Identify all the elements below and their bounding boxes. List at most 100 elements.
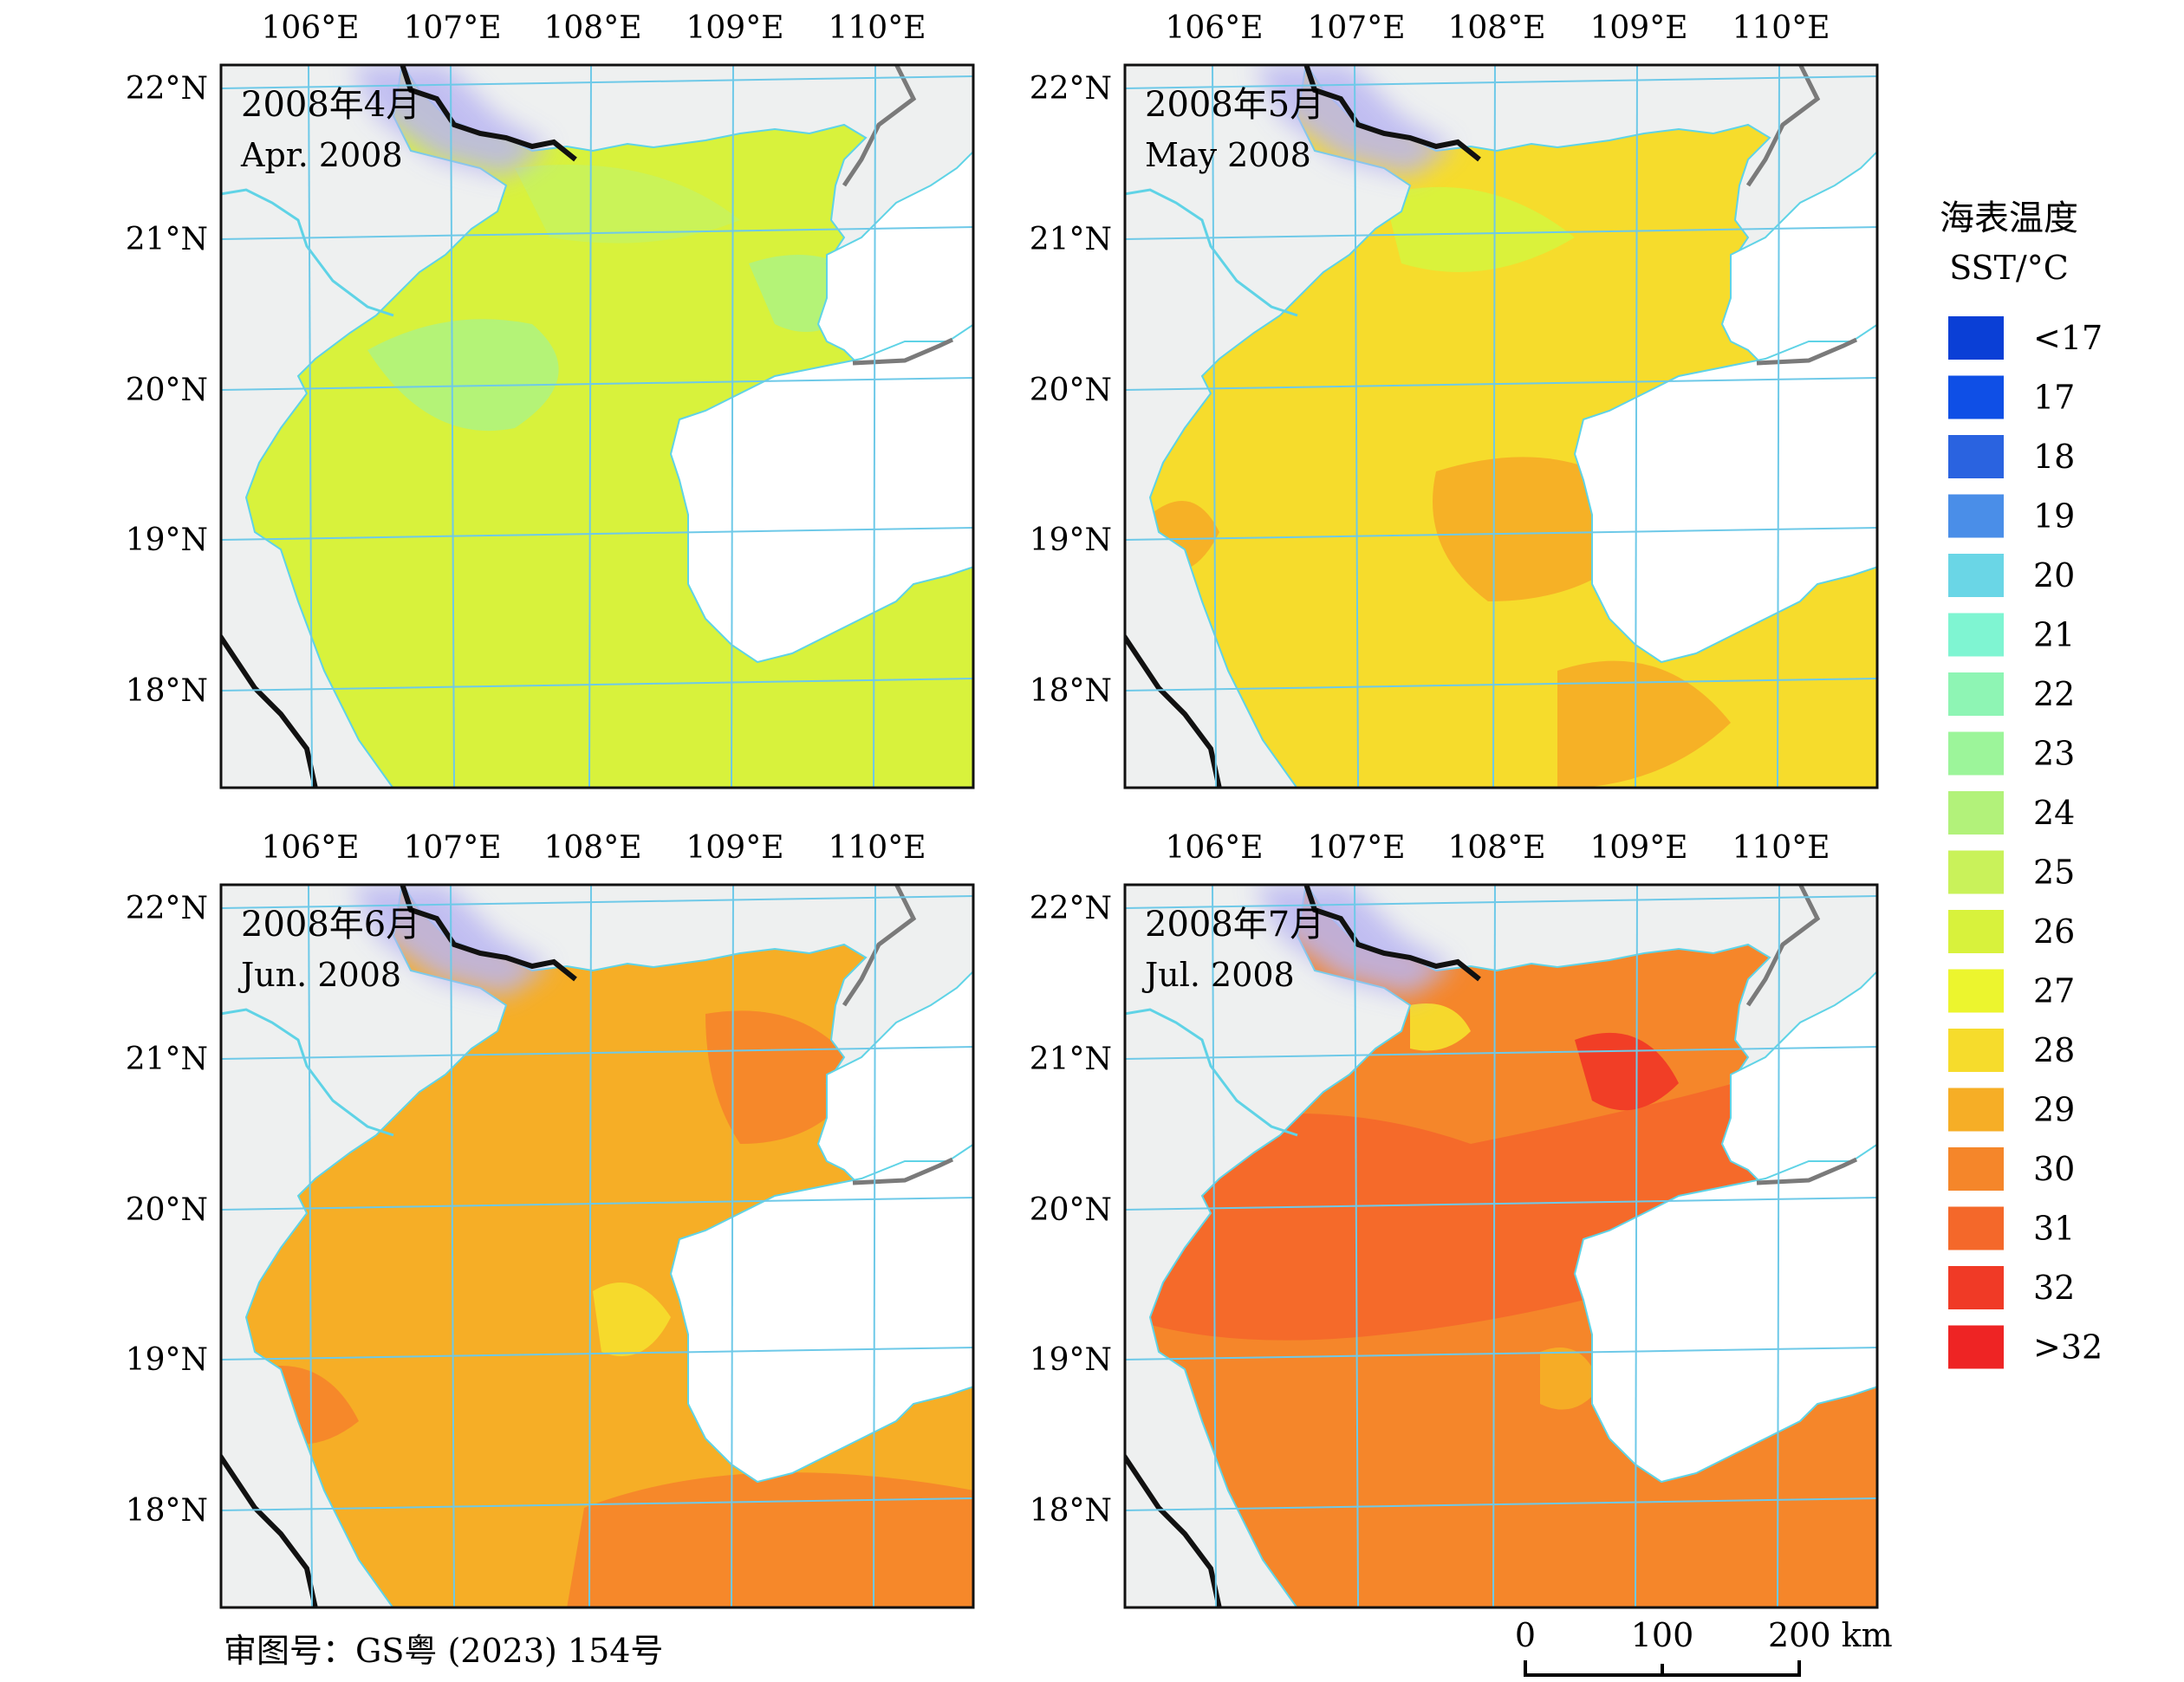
lat-label-2: 20°N (1030, 1192, 1112, 1228)
legend-swatch-15 (1948, 1206, 2004, 1250)
legend: 海表温度 SST/°C <17 17 18 19 20 21 22 23 24 25 26 27 28 2… (1940, 198, 2103, 1369)
meridian (731, 884, 734, 1608)
parallel (220, 678, 974, 692)
approval-number: 审图号：GS粤 (2023) 154号 (224, 1632, 663, 1670)
meridian (1354, 884, 1359, 1608)
lon-label-0: 106°E (1166, 830, 1264, 866)
legend-swatch-1 (1948, 375, 2004, 419)
scale-bar: 0 100 200 km (1515, 1616, 1893, 1677)
meridian (588, 884, 592, 1608)
legend-label-16: 32 (2033, 1269, 2075, 1307)
meridian (1492, 884, 1496, 1608)
lat-label-0: 22°N (1030, 891, 1112, 926)
sst-patch-2 (515, 165, 740, 244)
lon-label-0: 106°E (262, 830, 360, 866)
parallel (220, 1497, 974, 1511)
legend-swatch-7 (1948, 731, 2004, 776)
lat-label-4: 18°N (126, 673, 208, 709)
land-hainan (669, 322, 974, 664)
meridian (1354, 64, 1359, 789)
lat-label-3: 19°N (126, 1342, 208, 1378)
panel-title-cn: 2008年4月 (241, 85, 420, 125)
legend-swatch-10 (1948, 910, 2004, 953)
border-north (1303, 64, 1481, 162)
meridian (450, 64, 455, 789)
lon-label-3: 109°E (1590, 830, 1688, 866)
parallel (220, 1046, 974, 1060)
meridian (1212, 884, 1217, 1608)
meridian (731, 64, 734, 789)
border-south (220, 1454, 318, 1608)
lat-label-1: 21°N (126, 1042, 208, 1077)
lat-label-3: 19°N (1030, 523, 1112, 558)
legend-label-10: 26 (2033, 912, 2075, 951)
parallel (1124, 1347, 1878, 1361)
meridian (873, 64, 876, 789)
sst-patch-2 (1540, 1348, 1601, 1410)
boundary-line-grey (1745, 884, 1821, 1007)
legend-label-13: 29 (2033, 1091, 2075, 1129)
map-panel-jul: 106°E 107°E 108°E 109°E 110°E 22°N 21°N 20°N 19°… (1030, 830, 1879, 1609)
meridian (1635, 884, 1638, 1608)
legend-label-17: >32 (2033, 1328, 2103, 1367)
river (220, 1008, 394, 1137)
border-north (400, 884, 577, 982)
lat-label-1: 21°N (1030, 1042, 1112, 1077)
parallel (220, 75, 974, 89)
sst-patch-2 (1384, 186, 1575, 272)
boundary-line-grey (842, 64, 917, 187)
border-south (1124, 634, 1222, 789)
parallel (1124, 678, 1878, 692)
lon-label-4: 110°E (1732, 830, 1830, 866)
legend-label-7: 23 (2033, 735, 2075, 773)
lat-label-4: 18°N (126, 1493, 208, 1529)
lon-label-3: 109°E (1590, 10, 1688, 46)
lat-label-2: 20°N (126, 373, 208, 408)
parallel (1124, 75, 1878, 89)
parallel (220, 1347, 974, 1361)
sst-patch-1 (1575, 1032, 1679, 1111)
lat-label-2: 20°N (1030, 373, 1112, 408)
scale-bar-label-200: 200 km (1768, 1616, 1893, 1654)
lat-label-0: 22°N (126, 891, 208, 926)
legend-title-en: SST/°C (1949, 249, 2069, 287)
legend-swatch-0 (1948, 316, 2004, 360)
border-north (1303, 884, 1481, 982)
river (1124, 1008, 1298, 1137)
legend-swatch-9 (1948, 850, 2004, 894)
lon-label-1: 107°E (1308, 830, 1406, 866)
map-panel-may: 106°E 107°E 108°E 109°E 110°E 22°N 21°N 20°N 19°… (1030, 10, 1879, 789)
border-south (220, 634, 318, 789)
legend-swatch-13 (1948, 1088, 2004, 1132)
parallel (1124, 1497, 1878, 1511)
panel-frame (1123, 883, 1879, 1609)
boundary-line-grey-2 (852, 337, 954, 366)
parallel (220, 527, 974, 541)
legend-swatch-17 (1948, 1325, 2004, 1369)
land-hainan (1573, 1142, 1878, 1484)
legend-label-1: 17 (2033, 379, 2075, 417)
lat-label-1: 21°N (126, 222, 208, 257)
sst-patch-1 (705, 1010, 861, 1144)
parallel (1124, 1046, 1878, 1060)
meridian (308, 884, 313, 1608)
meridian (873, 884, 876, 1608)
lon-label-1: 107°E (404, 830, 502, 866)
legend-swatch-16 (1948, 1266, 2004, 1309)
boundary-line-grey (842, 884, 917, 1007)
legend-swatch-14 (1948, 1147, 2004, 1191)
meridian (588, 64, 592, 789)
lat-label-2: 20°N (126, 1192, 208, 1228)
boundary-line-grey-2 (1756, 1157, 1858, 1185)
legend-swatch-11 (1948, 969, 2004, 1013)
sst-patch-2 (593, 1283, 671, 1356)
panel-title-en: Jul. 2008 (1141, 956, 1295, 994)
parallel (1124, 377, 1878, 391)
parallel (1124, 527, 1878, 541)
parallel (1124, 1197, 1878, 1211)
border-north (400, 64, 577, 162)
panel-title-cn: 2008年6月 (241, 905, 420, 945)
legend-label-4: 20 (2033, 556, 2075, 594)
legend-title-cn: 海表温度 (1940, 198, 2078, 238)
legend-swatch-6 (1948, 672, 2004, 716)
